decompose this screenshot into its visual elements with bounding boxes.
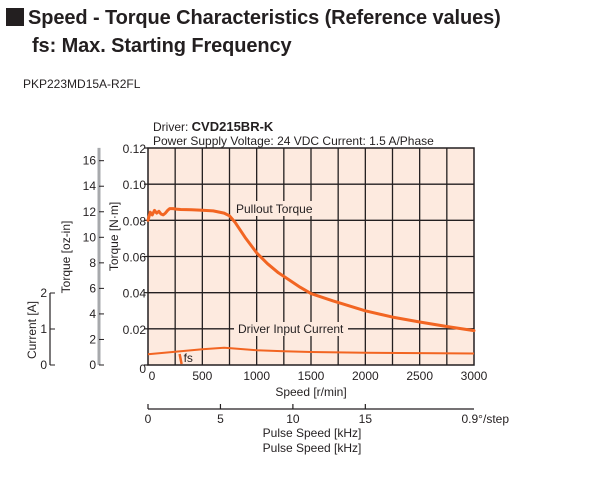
conditions-label: Power Supply Voltage: 24 VDC Current: 1.… bbox=[153, 134, 434, 148]
driver-input-current-label: Driver Input Current bbox=[238, 322, 344, 336]
pulse-tick-label: 5 bbox=[217, 412, 224, 426]
driver-name: CVD215BR-K bbox=[192, 119, 274, 134]
pulse-tick-label: 0 bbox=[145, 412, 152, 426]
pulse-tick-label: 15 bbox=[359, 412, 373, 426]
x-tick-label: 0 bbox=[149, 369, 156, 383]
title-bullet-square bbox=[6, 8, 24, 26]
y-tick-label: 0.08 bbox=[123, 214, 147, 228]
y-axis-label-current: Current [A] bbox=[25, 301, 39, 359]
current-tick-label: 2 bbox=[40, 286, 47, 300]
x-tick-label: 2000 bbox=[352, 369, 379, 383]
x-tick-label: 2500 bbox=[406, 369, 433, 383]
model-number: PKP223MD15A-R2FL bbox=[23, 77, 141, 91]
oz-in-tick-label: 4 bbox=[89, 307, 96, 321]
oz-in-tick-label: 12 bbox=[83, 205, 97, 219]
y-tick-label: 0.12 bbox=[123, 142, 147, 156]
y-tick-label: 0.06 bbox=[123, 251, 147, 265]
step-angle-note: 0.9°/step bbox=[462, 412, 510, 426]
y-tick-label: 0.10 bbox=[123, 178, 147, 192]
y-tick-label: 0.04 bbox=[123, 287, 147, 301]
oz-in-tick-label: 8 bbox=[89, 256, 96, 270]
y-axis-label-oz-in: Torque [oz-in] bbox=[59, 221, 73, 294]
current-tick-label: 0 bbox=[40, 358, 47, 372]
y-axis-label-nm: Torque [N·m] bbox=[107, 202, 121, 271]
driver-input-current-label-bg bbox=[234, 322, 348, 336]
title-text: Speed - Torque Characteristics (Referenc… bbox=[28, 7, 501, 29]
x-tick-label: 1500 bbox=[298, 369, 325, 383]
driver-label: Driver: CVD215BR-K bbox=[153, 119, 274, 134]
x-tick-label: 3000 bbox=[461, 369, 488, 383]
oz-in-tick-label: 0 bbox=[89, 358, 96, 372]
annotations: Pullout Torque Driver Input Current fs bbox=[178, 201, 348, 365]
pulse-axis-label-repeat: Pulse Speed [kHz] bbox=[263, 441, 362, 455]
oz-in-tick-label: 10 bbox=[83, 230, 97, 244]
current-tick-label: 1 bbox=[40, 322, 47, 336]
driver-prefix: Driver: bbox=[153, 120, 192, 134]
fs-marker bbox=[178, 353, 183, 365]
oz-in-tick-label: 16 bbox=[83, 154, 97, 168]
chart-title: Speed - Torque Characteristics (Referenc… bbox=[6, 4, 501, 60]
y-tick-label: 0 bbox=[139, 362, 146, 376]
oz-in-tick-label: 2 bbox=[89, 332, 96, 346]
series bbox=[146, 207, 476, 356]
oz-in-tick-label: 6 bbox=[89, 281, 96, 295]
x-tick-label: 1000 bbox=[243, 369, 270, 383]
pullout-torque-label: Pullout Torque bbox=[236, 202, 313, 216]
pullout-torque-label-bg bbox=[232, 201, 314, 216]
x-axis-label: Speed [r/min] bbox=[275, 385, 346, 399]
axes: 0 0.02 0.04 0.06 0.08 0.10 0.12 Torque [N·m] 0 2 4… bbox=[25, 142, 509, 455]
pulse-axis-label: Pulse Speed [kHz] bbox=[263, 426, 362, 440]
x-tick-label: 500 bbox=[192, 369, 212, 383]
fs-label: fs bbox=[184, 351, 193, 365]
title-line-2: fs: Max. Starting Frequency bbox=[32, 35, 292, 57]
y-tick-label: 0.02 bbox=[123, 323, 147, 337]
oz-in-tick-label: 14 bbox=[83, 179, 97, 193]
pulse-tick-label: 10 bbox=[286, 412, 300, 426]
title-line-1: Speed - Torque Characteristics (Referenc… bbox=[6, 4, 501, 32]
